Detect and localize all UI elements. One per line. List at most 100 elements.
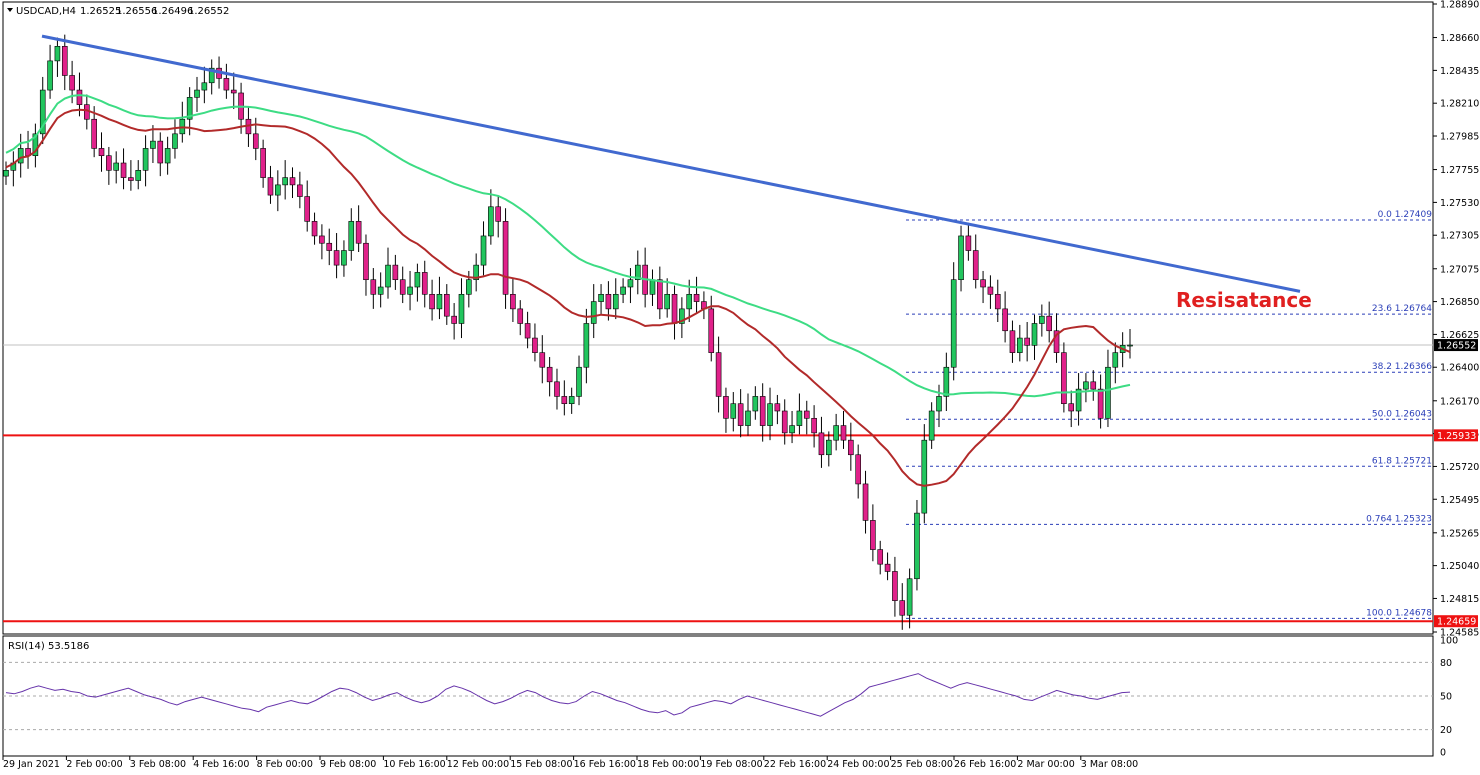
candle-body <box>825 439 832 456</box>
candle-body <box>1127 344 1133 347</box>
rsi-axis: 100 80 50 20 0 <box>3 636 1458 759</box>
candle-body <box>1009 330 1016 353</box>
candle-body <box>142 148 149 171</box>
price-axis: 1.28890 1.28660 1.28435 1.28210 1.27985 1.277… <box>1433 0 1479 639</box>
candle-body <box>69 75 75 91</box>
fib-level-label: 23.6 1.26764 <box>1372 304 1432 314</box>
candle-body <box>561 396 568 405</box>
candle-body <box>862 483 869 521</box>
price-tick-label: 1.25265 <box>1440 528 1479 539</box>
price-tick-label: 1.26400 <box>1440 363 1479 374</box>
candle-body <box>943 366 950 397</box>
time-axis: 29 Jan 2021 2 Feb 00:00 3 Feb 08:00 4 Feb 1… <box>2 756 1138 770</box>
candle-body <box>517 308 524 324</box>
candle-body <box>958 235 964 281</box>
candle-body <box>172 133 178 149</box>
candle-body <box>752 396 759 412</box>
current-price-tag-text: 1.26552 <box>1437 341 1476 352</box>
candle-body <box>319 235 325 244</box>
candle-body <box>1090 381 1097 390</box>
candle-body <box>634 264 641 281</box>
fib-level-label: 0.0 1.27409 <box>1378 210 1433 220</box>
candle-body <box>730 403 737 419</box>
descending-trendline <box>41 34 1301 293</box>
candle-body <box>488 206 494 237</box>
price-tick-label: 1.24585 <box>1440 628 1479 639</box>
price-tick-label: 1.27985 <box>1440 132 1479 143</box>
candle-body <box>884 563 891 572</box>
candle-body <box>928 410 935 441</box>
price-tick-label: 1.28435 <box>1440 66 1479 77</box>
candle-body <box>811 417 817 434</box>
time-tick-label: 19 Feb 08:00 <box>700 759 762 770</box>
time-tick-label: 22 Feb 16:00 <box>764 759 826 770</box>
candle-body <box>510 293 516 310</box>
current-price-tag <box>1434 339 1478 352</box>
candle-body <box>1105 366 1111 419</box>
candle-body <box>429 293 435 310</box>
candle-body <box>554 381 560 397</box>
candle-body <box>407 286 413 295</box>
price-tick-label: 1.28210 <box>1440 99 1479 110</box>
time-tick-label: 15 Feb 08:00 <box>510 759 572 770</box>
header-symbol: USDCAD,H4 <box>16 6 76 17</box>
candle-body <box>502 221 509 295</box>
price-panel: 1.28890 1.28660 1.28435 1.28210 1.27985 1.277… <box>2 0 1479 639</box>
candle-body <box>1017 337 1023 353</box>
candle-body <box>657 279 663 310</box>
candle-body <box>1068 403 1075 412</box>
candle-body <box>106 155 112 171</box>
candle-body <box>84 104 90 120</box>
trendline <box>41 34 1301 293</box>
candle-body <box>120 162 127 178</box>
candle-body <box>355 221 362 244</box>
price-labels: 1.25933 1.24659 1.26552 <box>1434 339 1478 628</box>
candle-body <box>789 425 795 434</box>
candle-body <box>252 133 259 149</box>
candle-body <box>781 410 788 434</box>
candle-body <box>495 206 502 222</box>
header-high: 1.26556 <box>116 6 157 17</box>
candle-body <box>1046 315 1052 332</box>
candle-body <box>583 323 590 368</box>
price-tick-label: 1.28660 <box>1440 33 1479 44</box>
candle-body <box>994 293 1001 310</box>
candle-body <box>32 133 39 157</box>
time-tick-label: 18 Feb 00:00 <box>637 759 699 770</box>
candle-body <box>576 366 582 397</box>
candle-body <box>906 578 913 616</box>
candle-body <box>833 425 839 441</box>
candle-body <box>1097 388 1104 419</box>
candle-body <box>686 293 693 310</box>
rsi-panel: RSI(14) 53.5186 100 80 50 20 0 <box>2 635 1458 759</box>
candle-body <box>870 520 876 550</box>
price-tick-label: 1.28890 <box>1440 0 1479 11</box>
candle-body <box>289 177 296 186</box>
time-tick-label: 10 Feb 16:00 <box>383 759 445 770</box>
candle-body <box>1075 388 1082 412</box>
price-tick-label: 1.25495 <box>1440 495 1479 506</box>
candle-body <box>385 264 391 288</box>
time-tick-label: 24 Feb 00:00 <box>827 759 889 770</box>
support-price-tag <box>1434 615 1478 628</box>
candle-body <box>649 279 656 295</box>
candle-body <box>524 323 531 339</box>
rsi-tick-label: 50 <box>1440 692 1452 703</box>
time-tick-label: 2 Mar 00:00 <box>1017 759 1074 770</box>
candle-body <box>1039 315 1045 324</box>
price-tick-label: 1.27530 <box>1440 198 1479 209</box>
fibonacci-levels: 0.0 1.27409 23.6 1.26764 38.2 1.26366 50.0 … <box>906 210 1433 619</box>
time-tick-label: 9 Feb 08:00 <box>320 759 376 770</box>
header-low: 1.26496 <box>152 6 193 17</box>
candle-body <box>965 235 972 251</box>
rsi-tick-label: 100 <box>1440 636 1458 647</box>
candle-body <box>414 272 421 288</box>
header-triangle-icon[interactable] <box>7 8 13 12</box>
candle-body <box>1061 352 1067 405</box>
candle-body <box>128 177 134 181</box>
chart-header: USDCAD,H4 1.26525 1.26556 1.26496 1.2655… <box>7 6 229 17</box>
candle-body <box>348 221 355 251</box>
candle-body <box>892 571 898 601</box>
candle-body <box>899 600 906 616</box>
candle-body <box>399 279 406 295</box>
